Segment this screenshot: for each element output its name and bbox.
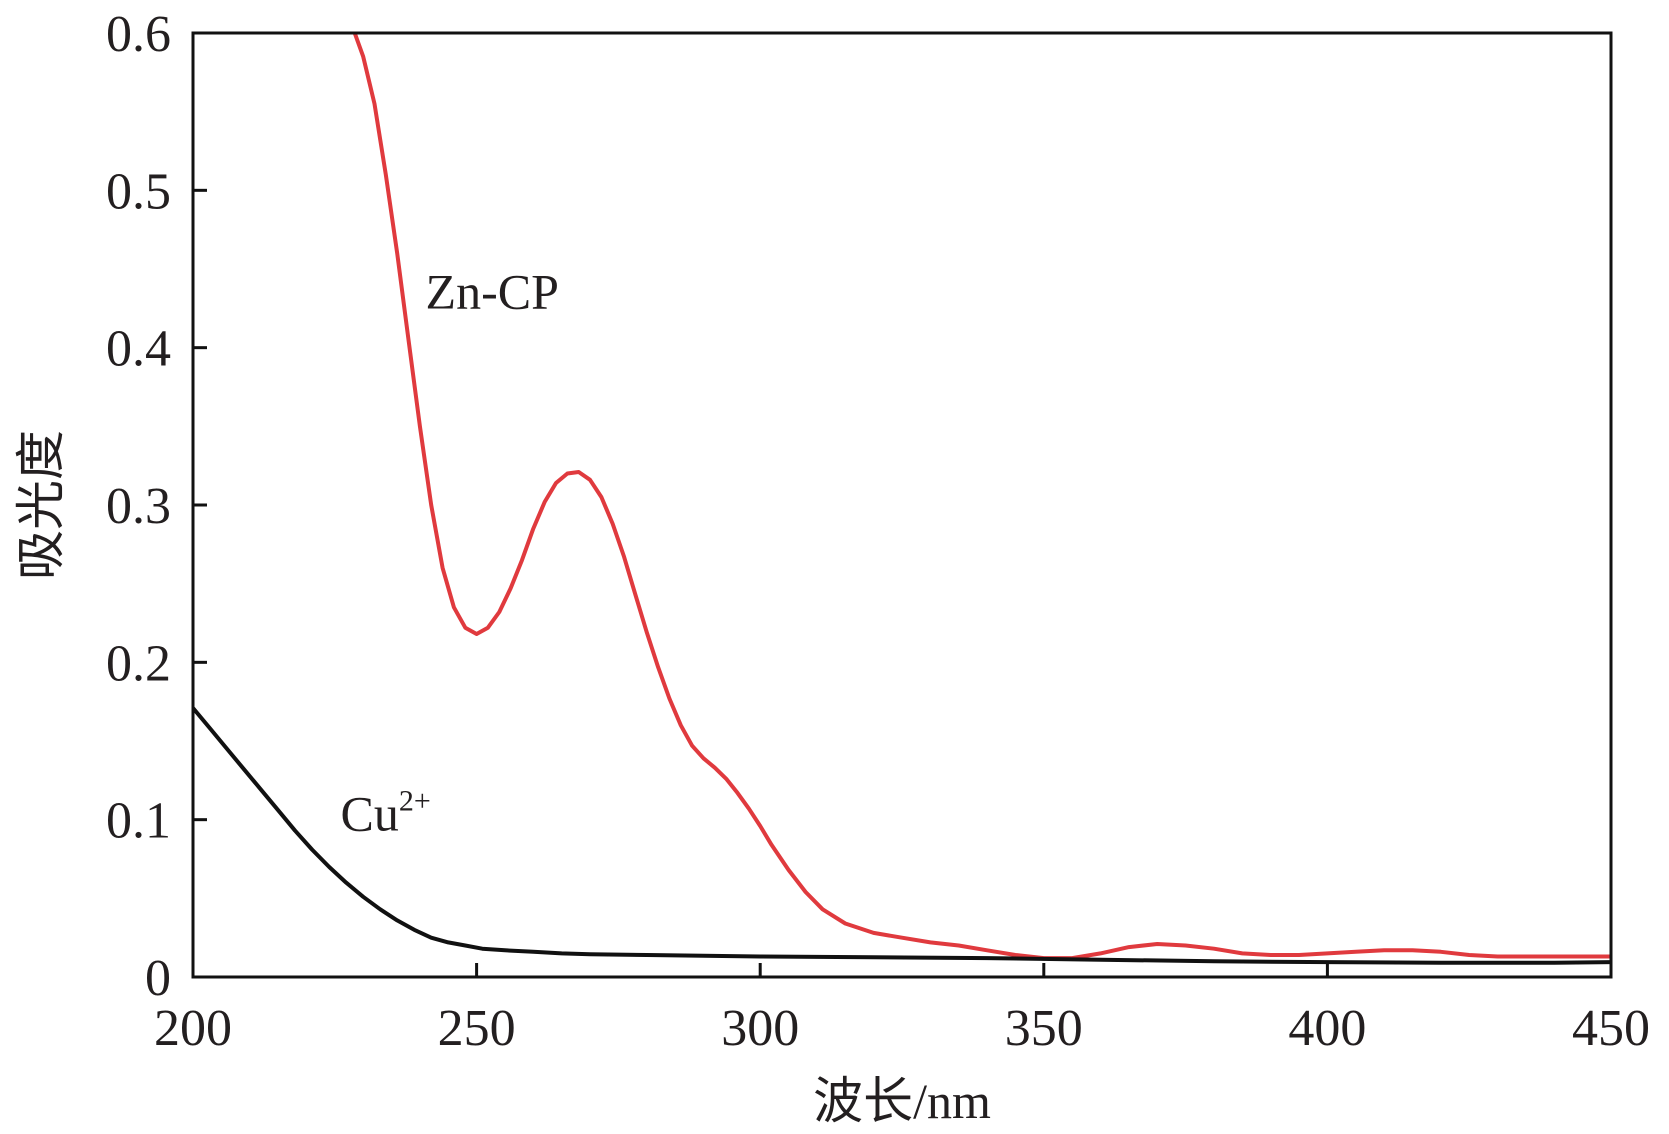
labels-layer: 200 250 300 350 400 450 0 0.1 0.2 0.3 0.4 0.5 0.6 Zn-… xyxy=(106,6,1650,1057)
x-tick-label-450: 450 xyxy=(1572,1000,1650,1057)
y-tick-label-0.2: 0.2 xyxy=(106,635,171,692)
y-tick-label-0.5: 0.5 xyxy=(106,163,171,220)
y-tick-label-0: 0 xyxy=(145,950,171,1007)
series-layer xyxy=(193,33,1611,965)
series-label-cu2-: Cu2+ xyxy=(340,785,430,842)
plot-frame xyxy=(191,31,1613,979)
x-axis-title: 波长/nm xyxy=(813,1073,991,1129)
y-tick-label-0.1: 0.1 xyxy=(106,793,171,850)
y-tick-label-0.6: 0.6 xyxy=(106,6,171,63)
y-axis-title: 吸光度 xyxy=(13,430,69,580)
y-tick-label-0.3: 0.3 xyxy=(106,478,171,535)
series-label-zn-cp: Zn-CP xyxy=(426,263,559,319)
ticks-layer xyxy=(191,31,1613,979)
x-tick-label-350: 350 xyxy=(1005,1000,1083,1057)
x-tick-label-250: 250 xyxy=(438,1000,516,1057)
series-line-cu2- xyxy=(193,706,1611,965)
series-line-zn-cp xyxy=(352,33,1611,961)
x-tick-label-400: 400 xyxy=(1288,1000,1366,1057)
y-tick-label-0.4: 0.4 xyxy=(106,321,171,378)
x-tick-label-300: 300 xyxy=(721,1000,799,1057)
x-tick-label-200: 200 xyxy=(154,1000,232,1057)
